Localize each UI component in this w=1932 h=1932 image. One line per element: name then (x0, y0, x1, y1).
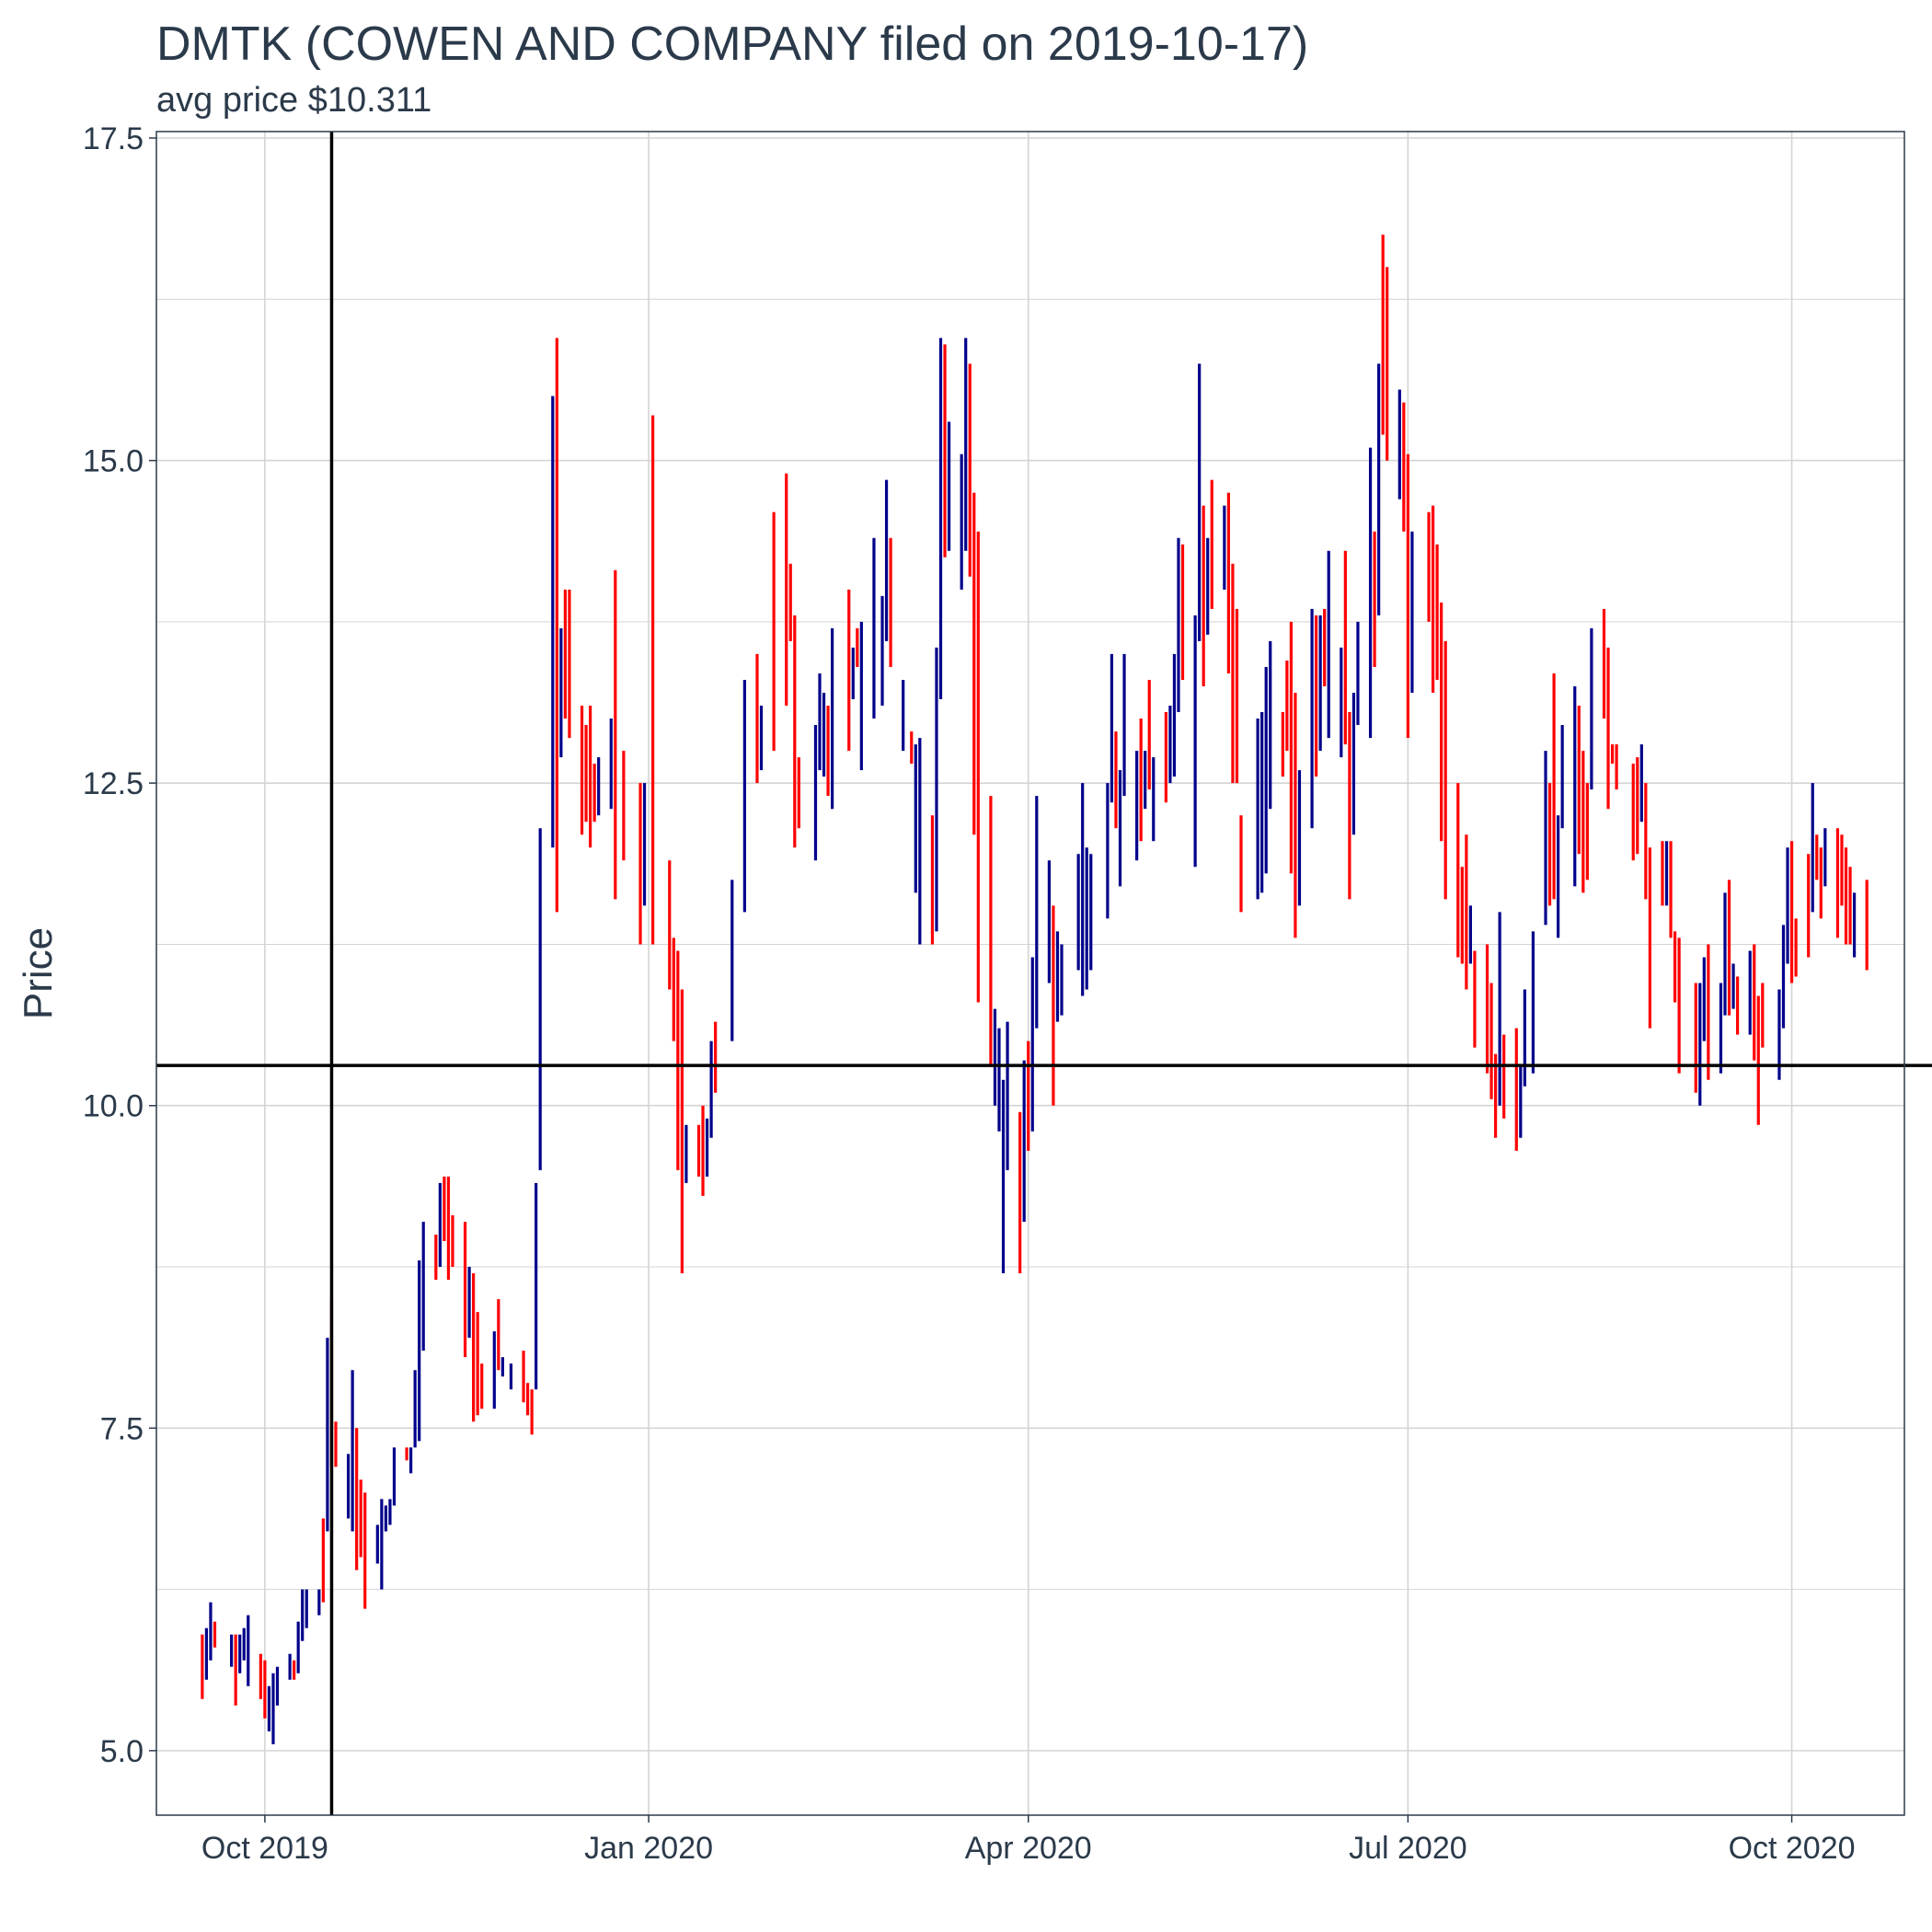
panel-border (155, 131, 1905, 1816)
chart-subtitle: avg price $10.311 (156, 81, 432, 120)
x-tick-label: Apr 2020 (965, 1831, 1092, 1866)
y-tick-label: 15.0 (83, 444, 144, 479)
chart-title: DMTK (COWEN AND COMPANY filed on 2019-10… (156, 17, 1309, 71)
y-tick-label: 5.0 (100, 1734, 144, 1769)
y-tick-label: 12.5 (83, 766, 144, 801)
x-tick-label: Jul 2020 (1349, 1831, 1467, 1866)
x-tick-label: Oct 2019 (201, 1831, 328, 1866)
x-tick-label: Oct 2020 (1729, 1831, 1856, 1866)
x-axis-ticks: Oct 2019 Jan 2020 Apr 2020 Jul 2020 Oct 2020 (201, 1815, 1856, 1866)
y-tick-label: 17.5 (83, 121, 144, 156)
reference-lines (156, 132, 1932, 1815)
y-axis-title: Price (16, 927, 61, 1019)
grid-layer (156, 132, 1904, 1815)
x-tick-label: Jan 2020 (584, 1831, 713, 1866)
y-axis-ticks: 5.0 7.5 10.0 12.5 15.0 17.5 (83, 121, 156, 1769)
y-tick-label: 10.0 (83, 1089, 144, 1124)
y-tick-label: 7.5 (100, 1411, 144, 1446)
price-bars (201, 235, 1869, 1744)
